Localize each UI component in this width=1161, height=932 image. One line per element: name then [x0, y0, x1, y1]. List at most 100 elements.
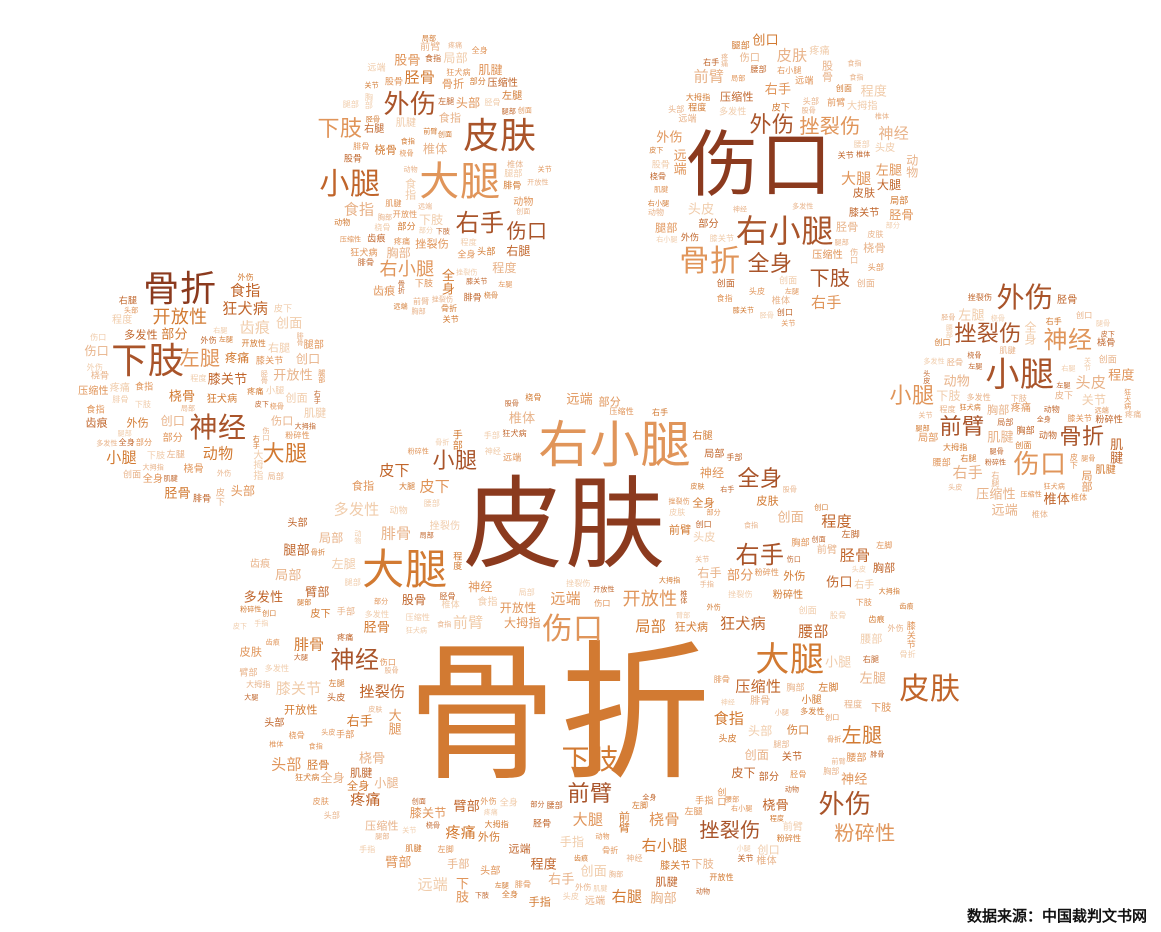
word-big-pad-small-4-33: 小腿	[801, 695, 822, 707]
word-big-pad-small-5-41: 神经	[468, 580, 493, 595]
word-big-pad-small-4-13: 桡骨	[288, 731, 305, 741]
word-big-pad-small-3-25: 大拇指	[878, 587, 901, 596]
word-right-toe-small-0-25: 关节	[1081, 392, 1107, 407]
word-big-pad-small-3-2: 外伤	[887, 623, 904, 633]
word-big-pad-small-5-8: 创口	[695, 519, 712, 529]
word-inner-right-toe-small-3-15: 腿部	[731, 41, 750, 52]
word-right-toe-small-0-5: 全身	[1036, 415, 1051, 424]
word-inner-left-toe-small-1-4: 食指	[403, 177, 417, 200]
word-inner-left-toe-big-7: 伤口	[506, 219, 548, 243]
word-big-pad-small-0-10: 程度	[769, 814, 785, 823]
word-big-pad-small-1-14: 狂犬病	[502, 428, 527, 438]
word-inner-left-toe-small-1-23: 椎体	[507, 160, 524, 170]
word-right-toe-small-1-7: 桡骨	[1097, 338, 1116, 349]
word-inner-right-toe-small-1-26: 压缩性	[812, 249, 843, 261]
word-inner-left-toe-small-2-11: 食指	[438, 111, 462, 125]
word-inner-left-toe-small-0-23: 椎体	[423, 142, 448, 157]
word-big-pad-big-17: 开放性	[622, 589, 678, 610]
word-big-pad-small-4-31: 皮下	[232, 622, 248, 631]
word-left-toe-small-2-27: 程度	[190, 373, 207, 383]
word-inner-right-toe-small-0-7: 部分	[698, 218, 719, 230]
word-big-pad-small-4-37: 左腿	[331, 556, 357, 571]
word-left-toe-small-0-19: 创口	[160, 414, 186, 429]
word-left-toe-small-0-5: 腿部	[117, 429, 132, 438]
word-big-pad-small-2-19: 腿部	[773, 740, 790, 750]
word-inner-left-toe-big-5: 下肢	[317, 117, 363, 142]
word-right-toe-small-0-1: 腿骨	[1081, 454, 1096, 463]
word-inner-right-toe-big-6: 下肢	[809, 266, 851, 290]
word-inner-left-toe-small-1-25: 创面	[516, 207, 531, 216]
word-big-pad-small-2-3: 肌腱	[405, 844, 422, 854]
word-inner-left-toe-small-1-9: 右腿	[364, 123, 385, 135]
word-inner-left-toe-small-0-24: 关节	[364, 81, 379, 90]
word-big-pad-small-0-30: 腓骨	[514, 880, 532, 890]
word-big-pad-small-1-8: 创口	[825, 713, 840, 722]
word-inner-left-toe-small-2-16: 疼痛	[447, 41, 463, 50]
word-big-pad-small-2-9: 食指	[713, 709, 745, 728]
word-big-pad-small-0-23: 头部	[747, 723, 773, 738]
word-big-pad-small-4-43: 下肢	[871, 702, 892, 714]
word-inner-right-toe-small-0-14: 右手	[811, 293, 842, 312]
word-big-pad-big-10: 前臂	[567, 782, 613, 807]
word-left-toe-small-1-24: 小腿	[266, 386, 285, 397]
word-big-pad-small-3-28: 左脚	[876, 541, 893, 551]
word-big-pad-small-0-16: 多发性	[333, 500, 380, 519]
word-inner-right-toe-small-0-24: 膝关节	[848, 208, 880, 220]
word-inner-right-toe-small-2-22: 桡骨	[649, 171, 667, 181]
word-right-toe-small-3-24: 皮下	[1100, 330, 1116, 339]
word-inner-left-toe-big-6: 右小腿	[379, 259, 435, 280]
word-inner-right-toe-small-1-17: 头部	[668, 104, 685, 114]
word-right-toe-small-2-1: 腿骨	[989, 447, 1004, 456]
word-inner-left-toe-small-0-26: 左腿	[502, 91, 523, 102]
word-left-toe-big-5: 开放性	[152, 307, 208, 328]
word-big-pad-small-0-9: 食指	[308, 742, 323, 750]
word-inner-right-toe-big-3: 外伤	[749, 113, 795, 138]
word-right-toe-small-0-15: 腰部	[932, 458, 951, 469]
word-inner-left-toe-small-3-17: 腿部	[501, 107, 517, 116]
word-left-toe-small-3-1: 桡骨	[90, 371, 110, 382]
word-inner-left-toe-small-3-25: 创面	[517, 106, 533, 115]
word-big-pad-small-3-47: 手指	[699, 580, 715, 589]
word-big-pad-small-3-15: 疼痛	[445, 823, 477, 842]
word-big-pad-small-4-47: 手指	[359, 845, 376, 855]
word-inner-left-toe-small-2-2: 挫裂伤	[431, 295, 454, 304]
word-big-pad-small-0-19: 腿部	[297, 598, 312, 607]
word-big-pad-small-0-29: 臂部	[305, 585, 330, 600]
word-big-pad-small-3-16: 多发性	[800, 707, 825, 717]
word-big-pad-small-0-21: 右腿	[862, 654, 880, 664]
word-right-toe-small-1-12: 压缩性	[1020, 490, 1042, 499]
word-big-pad-small-2-33: 小腿	[736, 844, 751, 853]
word-big-pad-small-2-25: 大拇指	[484, 819, 509, 829]
word-big-pad-small-2-46: 齿痕	[868, 614, 885, 624]
word-big-pad-small-1-2: 外伤	[783, 569, 806, 583]
word-right-toe-small-0-23: 程度	[1108, 368, 1135, 384]
word-big-pad-small-5-14: 狂犬病	[674, 620, 709, 634]
word-big-pad-small-1-29: 臂部	[676, 611, 691, 620]
source-note: 数据来源：中国裁判文书网	[966, 907, 1147, 925]
word-big-pad-small-5-9: 食指	[437, 620, 452, 629]
word-big-pad-small-2-7: 部分	[726, 568, 754, 584]
word-big-pad-small-2-23: 头部	[480, 866, 501, 878]
word-right-toe-big-6: 骨折	[1059, 425, 1105, 450]
word-left-toe-small-2-8: 伤口	[84, 344, 109, 359]
word-inner-left-toe-small-1-8: 桡骨	[374, 223, 391, 233]
word-right-toe-small-0-9: 局部	[1080, 469, 1094, 492]
word-left-toe-small-0-12: 右手	[252, 434, 261, 450]
word-inner-left-toe-small-2-4: 食指	[400, 137, 416, 146]
word-inner-left-toe-small-1-15: 压缩性	[487, 78, 519, 90]
word-big-pad-small-1-15: 疼痛	[483, 808, 498, 817]
word-right-toe-small-0-26: 远端	[991, 503, 1019, 519]
word-big-pad-small-1-38: 开放性	[284, 703, 318, 717]
word-inner-left-toe-small-2-20: 胸部	[386, 245, 411, 260]
word-inner-left-toe-small-0-19: 头部	[455, 95, 481, 110]
word-left-toe-small-1-20: 胫骨	[260, 369, 269, 385]
word-inner-left-toe-small-0-3: 动物	[334, 218, 351, 228]
word-inner-left-toe-small-0-18: 下肢	[418, 213, 444, 228]
word-big-pad-small-5-13: 桡骨	[525, 393, 542, 403]
word-big-pad-small-5-47: 手指	[695, 796, 714, 807]
word-inner-right-toe-small-0-0: 右小腿	[656, 235, 678, 244]
word-inner-left-toe-small-0-7: 局部	[443, 51, 468, 66]
word-big-pad-small-4-12: 压缩性	[405, 613, 431, 622]
word-big-pad-small-1-35: 前臂	[831, 757, 846, 766]
word-big-pad-small-3-4: 头皮	[851, 565, 866, 574]
